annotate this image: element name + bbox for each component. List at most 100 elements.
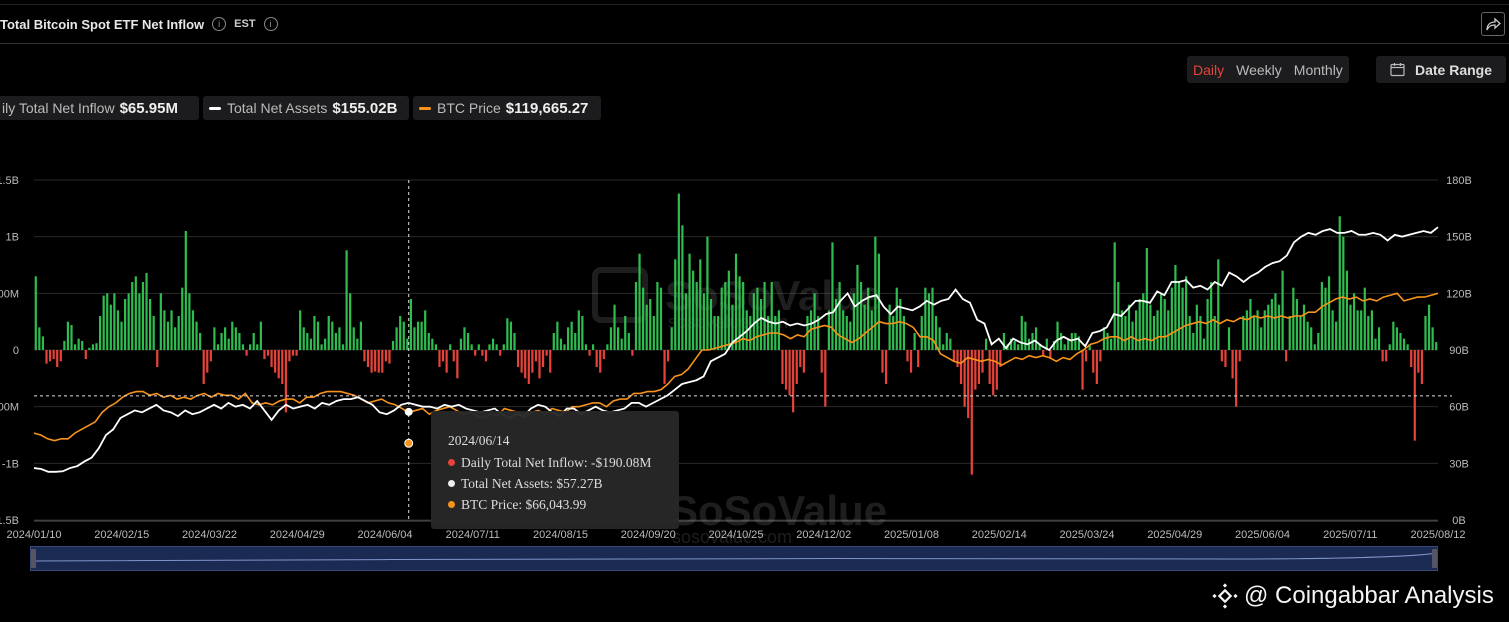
inflow-bar[interactable] bbox=[59, 350, 62, 362]
inflow-bar[interactable] bbox=[420, 321, 423, 350]
inflow-bar[interactable] bbox=[909, 350, 913, 373]
inflow-bar[interactable] bbox=[727, 270, 730, 350]
inflow-bar[interactable] bbox=[106, 293, 109, 350]
inflow-bar[interactable] bbox=[1317, 333, 1320, 350]
inflow-bar[interactable] bbox=[602, 350, 605, 360]
inflow-bar[interactable] bbox=[277, 350, 280, 379]
inflow-bar[interactable] bbox=[506, 318, 509, 350]
inflow-bar[interactable] bbox=[456, 350, 459, 379]
inflow-bar[interactable] bbox=[1274, 293, 1277, 350]
inflow-bar[interactable] bbox=[759, 299, 763, 350]
inflow-bar[interactable] bbox=[1192, 333, 1195, 350]
inflow-bar[interactable] bbox=[166, 321, 170, 350]
inflow-bar[interactable] bbox=[902, 316, 906, 350]
inflow-bar[interactable] bbox=[591, 344, 595, 350]
inflow-bar[interactable] bbox=[770, 282, 773, 350]
inflow-bar[interactable] bbox=[1045, 338, 1048, 350]
inflow-bar[interactable] bbox=[141, 282, 145, 350]
inflow-bar[interactable] bbox=[102, 295, 105, 350]
inflow-bar[interactable] bbox=[520, 350, 523, 373]
inflow-bar[interactable] bbox=[1270, 299, 1273, 350]
inflow-bar[interactable] bbox=[1431, 327, 1434, 350]
inflow-bar[interactable] bbox=[452, 350, 455, 362]
inflow-bar[interactable] bbox=[752, 293, 755, 350]
inflow-bar[interactable] bbox=[1135, 310, 1138, 350]
inflow-bar[interactable] bbox=[327, 316, 330, 350]
inflow-bar[interactable] bbox=[1206, 299, 1209, 350]
inflow-bar[interactable] bbox=[556, 321, 559, 350]
inflow-bar[interactable] bbox=[34, 276, 37, 350]
inflow-bar[interactable] bbox=[788, 350, 791, 396]
inflow-bar[interactable] bbox=[174, 327, 177, 350]
inflow-bar[interactable] bbox=[149, 299, 152, 350]
inflow-bar[interactable] bbox=[938, 327, 941, 350]
inflow-bar[interactable] bbox=[663, 350, 666, 384]
inflow-bar[interactable] bbox=[1110, 338, 1113, 350]
inflow-bar[interactable] bbox=[495, 344, 498, 350]
inflow-bar[interactable] bbox=[1034, 327, 1038, 350]
inflow-bar[interactable] bbox=[756, 287, 759, 350]
inflow-bar[interactable] bbox=[313, 316, 316, 350]
inflow-bar[interactable] bbox=[1267, 304, 1270, 350]
inflow-bar[interactable] bbox=[952, 350, 956, 362]
inflow-bar[interactable] bbox=[120, 321, 123, 350]
inflow-bar[interactable] bbox=[216, 344, 220, 350]
inflow-bar[interactable] bbox=[1167, 310, 1170, 350]
inflow-bar[interactable] bbox=[1081, 350, 1084, 390]
inflow-bar[interactable] bbox=[320, 344, 323, 350]
inflow-bar[interactable] bbox=[131, 282, 134, 350]
inflow-bar[interactable] bbox=[1252, 316, 1256, 350]
inflow-bar[interactable] bbox=[295, 350, 298, 356]
inflow-bar[interactable] bbox=[906, 350, 909, 362]
inflow-bar[interactable] bbox=[1235, 350, 1238, 407]
inflow-bar[interactable] bbox=[899, 299, 902, 350]
inflow-bar[interactable] bbox=[270, 350, 273, 367]
inflow-bar[interactable] bbox=[299, 310, 302, 350]
inflow-bar[interactable] bbox=[316, 321, 320, 350]
inflow-bar[interactable] bbox=[281, 350, 284, 384]
inflow-bar[interactable] bbox=[274, 350, 277, 373]
inflow-bar[interactable] bbox=[113, 293, 116, 350]
inflow-bar[interactable] bbox=[416, 321, 420, 350]
inflow-bar[interactable] bbox=[409, 299, 412, 350]
inflow-bar[interactable] bbox=[845, 316, 848, 350]
inflow-bar[interactable] bbox=[1410, 350, 1413, 367]
info-icon[interactable]: i bbox=[212, 17, 227, 31]
tab-weekly[interactable]: Weekly bbox=[1236, 61, 1282, 78]
inflow-bar[interactable] bbox=[41, 336, 45, 350]
inflow-bar[interactable] bbox=[306, 333, 309, 350]
inflow-bar[interactable] bbox=[1395, 327, 1399, 350]
inflow-bar[interactable] bbox=[888, 304, 891, 350]
inflow-bar[interactable] bbox=[702, 293, 705, 350]
inflow-bar[interactable] bbox=[620, 338, 623, 350]
inflow-bar[interactable] bbox=[73, 344, 77, 350]
inflow-bar[interactable] bbox=[395, 327, 398, 350]
inflow-bar[interactable] bbox=[934, 316, 938, 350]
inflow-bar[interactable] bbox=[1320, 282, 1323, 350]
inflow-bar[interactable] bbox=[1131, 321, 1134, 350]
inflow-bar[interactable] bbox=[959, 350, 963, 384]
inflow-bar[interactable] bbox=[638, 253, 641, 350]
inflow-bar[interactable] bbox=[1285, 350, 1288, 362]
inflow-bar[interactable] bbox=[734, 253, 738, 350]
inflow-bar[interactable] bbox=[484, 350, 488, 362]
inflow-bar[interactable] bbox=[1052, 340, 1056, 350]
inflow-bar[interactable] bbox=[1170, 287, 1173, 350]
inflow-bar[interactable] bbox=[399, 316, 402, 350]
inflow-bar[interactable] bbox=[109, 304, 112, 350]
inflow-bar[interactable] bbox=[609, 327, 613, 350]
inflow-bar[interactable] bbox=[231, 321, 234, 350]
inflow-bar[interactable] bbox=[1342, 236, 1345, 350]
inflow-bar[interactable] bbox=[877, 253, 880, 350]
inflow-bar[interactable] bbox=[384, 350, 387, 362]
inflow-bar[interactable] bbox=[56, 350, 59, 367]
inflow-bar[interactable] bbox=[88, 347, 91, 350]
inflow-bar[interactable] bbox=[509, 321, 513, 350]
inflow-bar[interactable] bbox=[1002, 333, 1006, 350]
inflow-bar[interactable] bbox=[1202, 338, 1206, 350]
inflow-bar[interactable] bbox=[849, 321, 852, 350]
inflow-bar[interactable] bbox=[431, 338, 434, 350]
inflow-bar[interactable] bbox=[924, 287, 927, 350]
inflow-bar[interactable] bbox=[792, 350, 795, 413]
inflow-bar[interactable] bbox=[334, 333, 337, 350]
